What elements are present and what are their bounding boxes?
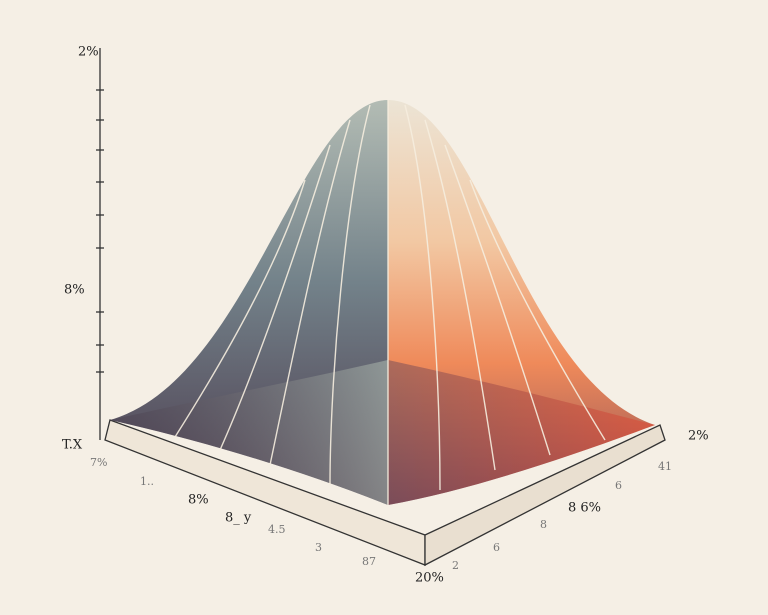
label: 2% (688, 429, 709, 444)
label: 4.5 (268, 523, 286, 536)
label: T.X (62, 438, 83, 453)
label: 41 (658, 460, 672, 473)
label: 2% (78, 45, 99, 60)
label: 7% (90, 456, 107, 469)
label: 2 (452, 559, 459, 572)
label: 87 (362, 555, 376, 568)
axis (96, 48, 104, 440)
label: 3 (315, 541, 322, 554)
label: 8 6% (568, 501, 601, 516)
label: 8 (540, 518, 547, 531)
label: 8% (188, 493, 209, 508)
label: 8_ y (225, 511, 252, 526)
label: 6 (615, 479, 622, 492)
surface (110, 100, 655, 505)
labels: 2% 8% T.X 7% 1.. 8% 8_ y 4.5 3 87 20% 2% 41 6 8 6% 8 6 2 (62, 45, 709, 586)
label: 6 (493, 541, 500, 554)
base (104, 419, 666, 567)
label: 1.. (140, 475, 154, 488)
label: 20% (415, 571, 444, 586)
label: 8% (64, 283, 85, 298)
